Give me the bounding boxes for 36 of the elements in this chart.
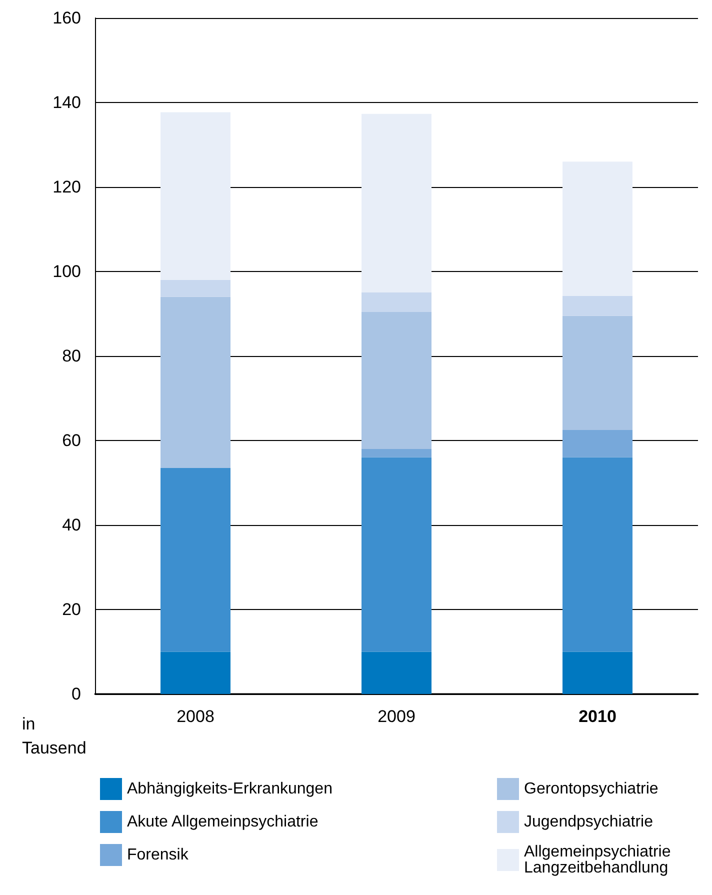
bar [562,296,632,316]
x-tick-label: 2008 [176,707,214,726]
y-tick-label: 20 [62,600,81,619]
bar [562,430,632,458]
legend-label: Jugendpsychiatrie [524,814,654,830]
bar [562,652,632,694]
y-tick-label: 120 [52,178,81,196]
bar [160,652,230,694]
y-tick-label: 160 [52,8,81,28]
legend-label: Forensik [127,846,190,864]
bar [362,457,432,652]
bar [362,652,432,694]
bar [362,292,432,312]
bar [562,457,632,652]
bar [160,280,230,297]
bar [160,468,230,652]
y-tick-label: 140 [52,93,81,112]
y-tick-label: 0 [72,684,81,704]
y-tick-label: 80 [62,346,81,366]
bar [362,114,432,292]
bar [362,312,432,449]
x-tick-label: 2009 [378,707,416,726]
legend-label: Abhängigkeits-Erkrankungen [127,780,332,798]
legend-label: Gerontopsychiatrie [524,780,658,798]
y-tick-label: 40 [62,516,81,534]
bar [562,316,632,430]
y-tick-label: 60 [62,431,81,450]
x-tick-label: 2010 [578,707,616,726]
legend-label: Allgemeinpsychiatrie Langzeitbehandlung [524,844,676,876]
y-tick-label: 100 [52,262,81,281]
bar [160,112,230,280]
legend-label: Akute Allgemeinpsychiatrie [127,814,318,830]
bar [160,296,230,468]
bar [362,448,432,458]
y-axis-title: in Tausend [22,714,86,758]
bar [562,162,632,296]
